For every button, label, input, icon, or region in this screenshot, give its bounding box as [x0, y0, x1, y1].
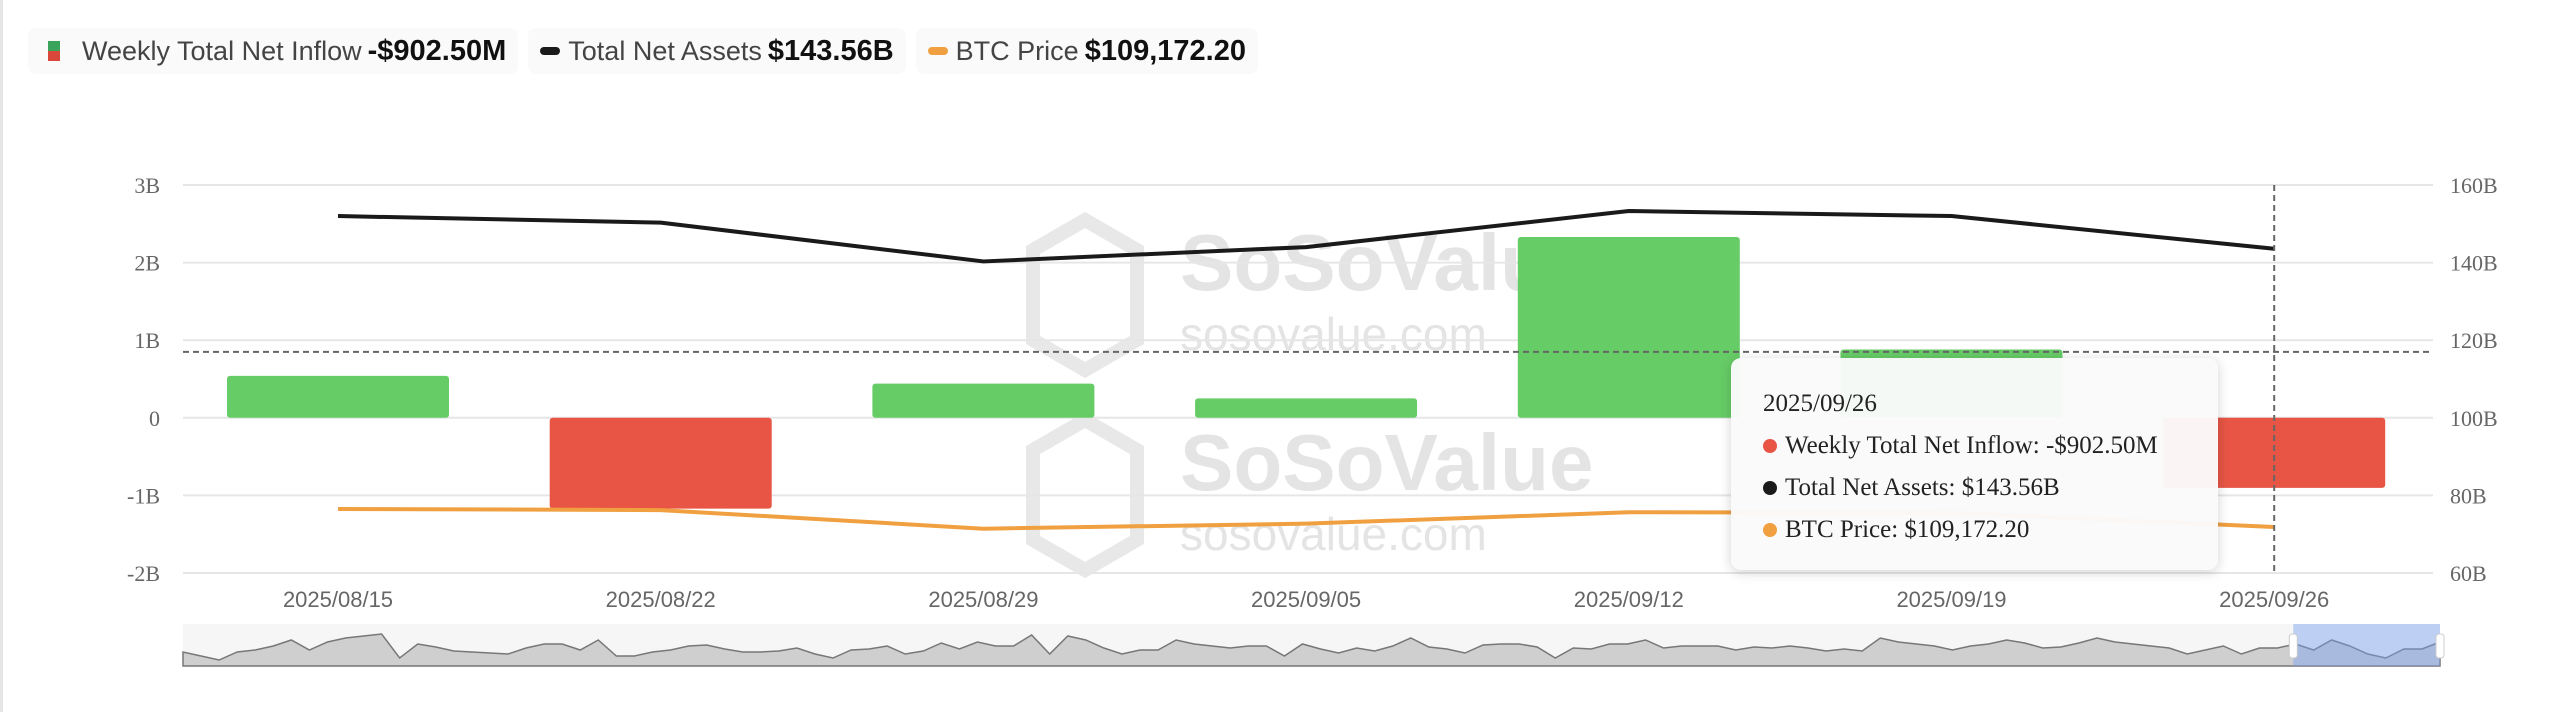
- legend-item-weekly-inflow[interactable]: Weekly Total Net Inflow -$902.50M: [28, 28, 519, 74]
- right-axis-tick: 100B: [2450, 406, 2498, 431]
- legend: Weekly Total Net Inflow -$902.50M Total …: [28, 28, 1258, 74]
- black-dot-icon: [1763, 481, 1777, 495]
- legend-label: Total Net Assets: [568, 35, 762, 66]
- tooltip-label: Total Net Assets: $143.56B: [1785, 474, 2060, 501]
- legend-item-total-net-assets[interactable]: Total Net Assets $143.56B: [528, 28, 906, 74]
- legend-value: $109,172.20: [1084, 34, 1246, 67]
- x-axis-tick: 2025/08/22: [606, 587, 716, 612]
- left-axis-tick: -1B: [127, 483, 160, 508]
- right-axis-tick: 160B: [2450, 173, 2498, 198]
- inflow-bar: [1195, 398, 1418, 418]
- total-net-assets-line: [337, 208, 2275, 264]
- legend-value: -$902.50M: [367, 34, 507, 67]
- x-axis-tick: 2025/08/29: [928, 587, 1038, 612]
- right-axis-tick: 80B: [2450, 483, 2487, 508]
- left-axis-tick: 2B: [134, 251, 160, 276]
- watermark-brand: SoSoValue: [1180, 418, 1593, 507]
- tooltip-row-assets: Total Net Assets: $143.56B: [1763, 474, 2218, 502]
- inflow-bar: [1517, 236, 1740, 418]
- x-axis-tick: 2025/09/19: [1896, 587, 2006, 612]
- data-zoom-selection[interactable]: [2293, 624, 2440, 666]
- watermark-logo-icon: [1026, 411, 1144, 579]
- inflow-bar: [2163, 417, 2386, 488]
- tooltip-date: 2025/09/26: [1763, 390, 1877, 417]
- tooltip-row-btc: BTC Price: $109,172.20: [1763, 516, 2218, 544]
- tooltip-label: BTC Price: $109,172.20: [1785, 516, 2030, 543]
- right-axis-tick: 140B: [2450, 251, 2498, 276]
- watermark-site: sosovalue.com: [1180, 508, 1487, 560]
- bar-swatch-icon: [48, 41, 60, 61]
- data-zoom-overview: [182, 633, 2441, 667]
- red-dot-icon: [1763, 439, 1777, 453]
- x-axis-tick: 2025/08/15: [283, 587, 393, 612]
- x-axis-tick: 2025/09/05: [1251, 587, 1361, 612]
- tooltip: 2025/09/26 Weekly Total Net Inflow: -$90…: [1731, 358, 2218, 570]
- x-axis-tick: 2025/09/12: [1574, 587, 1684, 612]
- inflow-bar: [872, 383, 1095, 418]
- legend-value: $143.56B: [767, 34, 894, 67]
- left-axis-tick: -2B: [127, 561, 160, 586]
- watermark-logo-icon: [1026, 211, 1144, 379]
- tooltip-label: Weekly Total Net Inflow: -$902.50M: [1785, 432, 2158, 459]
- left-axis-tick: 0: [149, 406, 160, 431]
- left-axis-tick: 1B: [134, 328, 160, 353]
- data-zoom-handle[interactable]: [2288, 633, 2298, 659]
- inflow-bar: [549, 417, 772, 509]
- right-axis-tick: 60B: [2450, 561, 2487, 586]
- right-axis-tick: 120B: [2450, 328, 2498, 353]
- legend-label: BTC Price: [955, 35, 1079, 66]
- line-swatch-icon: [927, 47, 948, 55]
- tooltip-row-inflow: Weekly Total Net Inflow: -$902.50M: [1763, 432, 2218, 460]
- line-swatch-icon: [540, 47, 561, 55]
- x-axis-tick: 2025/09/26: [2219, 587, 2329, 612]
- data-zoom-handle[interactable]: [2435, 633, 2445, 659]
- inflow-bar: [227, 375, 449, 418]
- legend-label: Weekly Total Net Inflow: [82, 35, 362, 66]
- left-axis-tick: 3B: [134, 173, 160, 198]
- orange-dot-icon: [1763, 523, 1777, 537]
- legend-item-btc-price[interactable]: BTC Price $109,172.20: [915, 28, 1258, 74]
